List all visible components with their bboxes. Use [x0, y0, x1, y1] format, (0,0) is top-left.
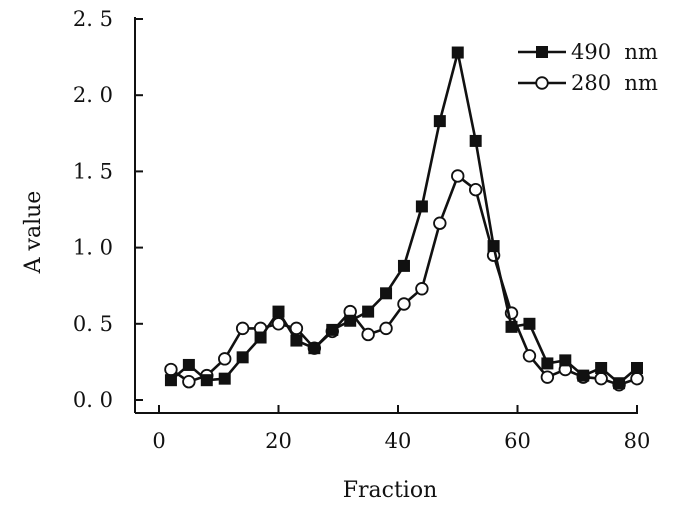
legend-marker — [535, 76, 549, 90]
y-tick-label: 1. 5 — [73, 159, 113, 183]
data-point-490nm — [254, 331, 267, 344]
data-point-490nm — [380, 287, 393, 300]
data-point-490nm — [541, 357, 554, 370]
legend-entry-280nm: 280 nm — [518, 71, 658, 95]
data-point-280nm — [468, 182, 483, 197]
data-point-490nm — [236, 351, 249, 364]
data-point-280nm — [361, 327, 375, 342]
x-tick-label: 60 — [504, 429, 531, 453]
data-point-490nm — [415, 200, 428, 213]
legend-marker — [536, 46, 548, 58]
data-point-490nm — [523, 317, 536, 330]
data-point-280nm — [271, 317, 286, 331]
y-tick-label: 2. 0 — [73, 83, 113, 107]
data-point-490nm — [290, 334, 303, 347]
data-point-490nm — [469, 134, 482, 147]
data-point-490nm — [487, 240, 500, 253]
data-point-280nm — [522, 349, 537, 363]
data-point-490nm — [164, 374, 177, 387]
data-point-280nm — [235, 321, 250, 336]
data-point-490nm — [451, 46, 464, 59]
y-tick-label: 2. 5 — [73, 7, 113, 31]
data-point-280nm — [451, 169, 465, 183]
data-point-490nm — [631, 361, 643, 374]
data-point-280nm — [540, 370, 555, 384]
legend-label: 490 nm — [571, 40, 658, 64]
y-tick-label: 0. 5 — [73, 312, 113, 336]
data-point-280nm — [164, 362, 178, 377]
x-tick-label: 20 — [265, 429, 292, 453]
data-point-280nm — [379, 321, 393, 336]
data-point-280nm — [289, 321, 304, 336]
data-point-490nm — [613, 377, 626, 390]
data-point-280nm — [397, 297, 411, 311]
data-point-490nm — [595, 361, 608, 374]
data-point-490nm — [362, 305, 375, 318]
data-point-280nm — [182, 375, 196, 389]
data-point-490nm — [272, 305, 285, 318]
data-point-490nm — [326, 323, 339, 336]
data-point-280nm — [218, 352, 232, 366]
data-point-490nm — [433, 115, 446, 128]
data-point-490nm — [200, 374, 213, 387]
legend-label: 280 nm — [571, 71, 658, 95]
x-tick-label: 0 — [152, 429, 165, 453]
legend: 490 nm 280 nm — [518, 40, 658, 95]
data-point-280nm — [630, 371, 644, 386]
data-point-280nm — [594, 371, 608, 386]
legend-entry-490nm: 490 nm — [518, 40, 658, 64]
data-point-490nm — [182, 358, 195, 371]
series-layer — [164, 46, 644, 392]
x-axis-title: Fraction — [343, 478, 438, 503]
data-point-490nm — [577, 369, 590, 382]
data-point-490nm — [559, 354, 572, 367]
y-tick-label: 0. 0 — [73, 388, 113, 412]
y-tick-label: 1. 0 — [73, 236, 113, 260]
data-point-490nm — [505, 320, 518, 333]
data-point-280nm — [415, 282, 429, 296]
data-point-490nm — [344, 314, 357, 327]
data-point-280nm — [433, 216, 447, 230]
x-tick-label: 80 — [624, 429, 651, 453]
x-tick-label: 40 — [385, 429, 412, 453]
data-point-490nm — [218, 372, 231, 385]
series-490nm — [164, 46, 643, 390]
y-axis-title: A value — [21, 191, 46, 275]
axes: 0. 0 0. 5 1. 0 1. 5 2. 0 2. 5 0 20 40 60 80 — [73, 7, 650, 453]
data-point-490nm — [397, 259, 410, 272]
data-point-490nm — [308, 342, 321, 355]
